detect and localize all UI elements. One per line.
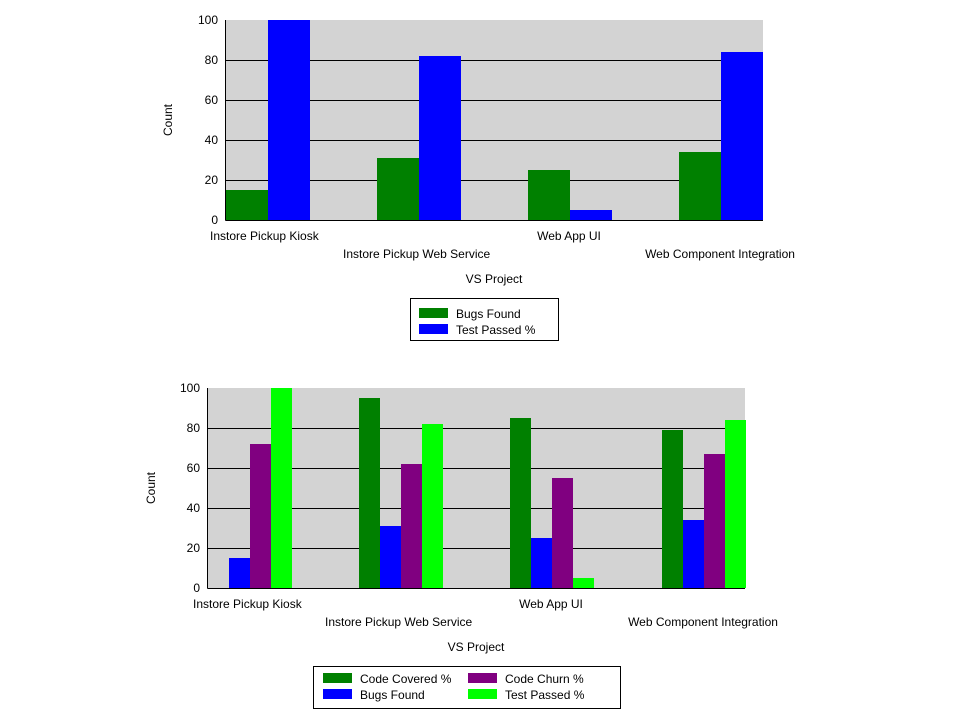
x-axis-title-2: VS Project	[448, 640, 505, 654]
legend-swatch-2-1	[323, 689, 352, 699]
category-label-1-0: Instore Pickup Kiosk	[210, 229, 320, 243]
y-tick-label-1-2: 40	[205, 133, 219, 147]
category-label-2-0: Instore Pickup Kiosk	[193, 597, 303, 611]
legend-label-2-2: Code Churn %	[505, 672, 584, 686]
y-tick-label-1-3: 60	[205, 93, 219, 107]
bar-1-series-0-cat-3	[679, 152, 721, 220]
y-tick-label-2-2: 40	[187, 501, 201, 515]
y-tick-label-2-4: 80	[187, 421, 201, 435]
x-axis-title-1: VS Project	[466, 272, 523, 286]
y-tick-label-1-5: 100	[198, 13, 218, 27]
bar-1-series-1-cat-2	[570, 210, 612, 220]
y-tick-label-2-0: 0	[193, 581, 200, 595]
legend-label-1-0: Bugs Found	[456, 307, 521, 321]
y-tick-label-2-3: 60	[187, 461, 201, 475]
bar-1-series-1-cat-0	[268, 20, 310, 220]
y-axis-title-1: Count	[161, 103, 175, 136]
legend-label-2-1: Bugs Found	[360, 688, 425, 702]
category-label-1-2: Web App UI	[537, 229, 601, 243]
legend-box-2	[313, 666, 621, 709]
bar-2-series-3-cat-0	[271, 388, 292, 588]
category-label-1-1: Instore Pickup Web Service	[343, 247, 491, 261]
bar-2-series-2-cat-0	[250, 444, 271, 588]
bar-2-series-3-cat-2	[573, 578, 594, 588]
y-tick-label-1-0: 0	[211, 213, 218, 227]
y-tick-label-1-1: 20	[205, 173, 219, 187]
legend-label-1-1: Test Passed %	[456, 323, 536, 337]
bar-2-series-3-cat-1	[422, 424, 443, 588]
bar-2-series-2-cat-2	[552, 478, 573, 588]
plot-area-2	[208, 388, 745, 588]
bar-2-series-0-cat-2	[510, 418, 531, 588]
legend-label-2-3: Test Passed %	[505, 688, 585, 702]
bar-1-series-1-cat-3	[721, 52, 763, 220]
bar-2-series-1-cat-3	[683, 520, 704, 588]
bar-1-series-0-cat-0	[226, 190, 268, 220]
legend-swatch-2-2	[468, 673, 497, 683]
legend-label-2-0: Code Covered %	[360, 672, 452, 686]
bar-2-series-0-cat-3	[662, 430, 683, 588]
legend-swatch-1-1	[419, 324, 448, 334]
bar-1-series-0-cat-2	[528, 170, 570, 220]
category-label-1-3: Web Component Integration	[645, 247, 795, 261]
y-tick-label-1-4: 80	[205, 53, 219, 67]
y-tick-label-2-5: 100	[180, 381, 200, 395]
plot-area-1	[226, 20, 763, 220]
bar-2-series-2-cat-3	[704, 454, 725, 588]
bar-2-series-1-cat-1	[380, 526, 401, 588]
category-label-2-2: Web App UI	[519, 597, 583, 611]
bar-1-series-0-cat-1	[377, 158, 419, 220]
legend-swatch-2-3	[468, 689, 497, 699]
bar-2-series-2-cat-1	[401, 464, 422, 588]
bar-2-series-3-cat-3	[725, 420, 746, 588]
category-label-2-3: Web Component Integration	[628, 615, 778, 629]
y-tick-label-2-1: 20	[187, 541, 201, 555]
legend-swatch-2-0	[323, 673, 352, 683]
category-label-2-1: Instore Pickup Web Service	[325, 615, 473, 629]
y-axis-title-2: Count	[144, 471, 158, 504]
bar-2-series-1-cat-0	[229, 558, 250, 588]
bar-1-series-1-cat-1	[419, 56, 461, 220]
bar-2-series-0-cat-1	[359, 398, 380, 588]
legend-swatch-1-0	[419, 308, 448, 318]
bar-2-series-1-cat-2	[531, 538, 552, 588]
